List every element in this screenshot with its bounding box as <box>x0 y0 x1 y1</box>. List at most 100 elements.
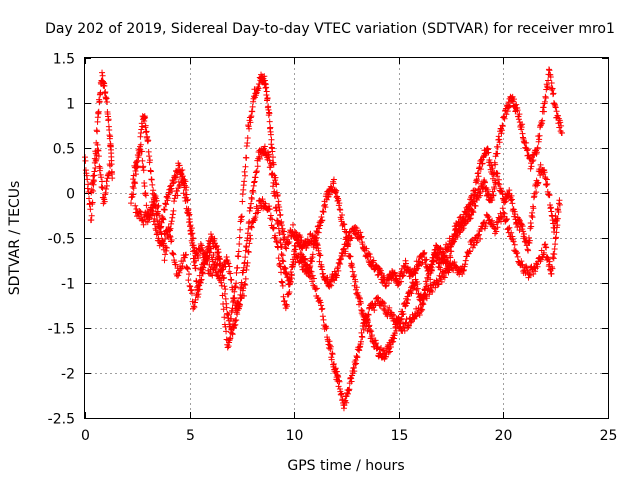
data-point-track-a <box>402 260 409 267</box>
data-point-track-c <box>186 271 193 278</box>
data-point-track-b <box>526 237 533 244</box>
data-point-track-c <box>279 282 286 289</box>
data-point-track-c <box>208 245 215 252</box>
data-points <box>82 66 565 412</box>
data-point-track-c <box>505 225 512 232</box>
data-point-track-a <box>348 234 355 241</box>
data-point-track-a <box>274 192 281 199</box>
data-point-track-c <box>266 203 273 210</box>
data-point-track-c <box>546 258 553 265</box>
data-point-track-b <box>454 233 461 240</box>
data-point-track-c <box>153 231 160 238</box>
data-point-track-b <box>280 258 287 265</box>
data-point-track-b <box>530 205 537 212</box>
data-point-track-a <box>101 82 108 89</box>
data-point-track-b <box>512 211 519 218</box>
data-point-track-c <box>478 225 485 232</box>
data-point-track-a <box>256 81 263 88</box>
data-point-track-b <box>136 152 143 159</box>
data-point-track-a <box>303 244 310 251</box>
data-point-track-c <box>162 235 169 242</box>
data-point-track-b <box>243 244 250 251</box>
data-point-track-c <box>200 260 207 267</box>
data-point-track-b <box>133 158 140 165</box>
data-point-track-b <box>345 241 352 248</box>
data-point-track-b <box>174 192 181 199</box>
data-point-track-b <box>386 348 393 355</box>
data-point-track-a <box>275 198 282 205</box>
data-point-track-b <box>460 225 467 232</box>
data-point-track-b <box>220 306 227 313</box>
data-point-track-a <box>549 85 556 92</box>
data-point-track-c <box>391 312 398 319</box>
data-point-track-a <box>541 108 548 115</box>
data-point-track-c <box>218 267 225 274</box>
data-point-track-a <box>528 163 535 170</box>
data-point-track-b <box>171 195 178 202</box>
data-point-track-b <box>130 176 137 183</box>
data-point-track-b <box>223 328 230 335</box>
data-point-track-b <box>533 189 540 196</box>
data-point-track-a <box>213 243 220 250</box>
data-point-track-b <box>139 157 146 164</box>
data-point-track-c <box>336 378 343 385</box>
data-point-track-c <box>429 288 436 295</box>
data-point-track-a <box>249 103 256 110</box>
data-point-track-c <box>98 174 105 181</box>
data-point-track-c <box>272 235 279 242</box>
data-point-track-c <box>280 293 287 300</box>
data-point-track-a <box>89 199 96 206</box>
data-point-track-a <box>281 234 288 241</box>
data-point-track-b <box>485 190 492 197</box>
data-point-track-b <box>248 196 255 203</box>
data-point-track-b <box>341 221 348 228</box>
data-point-track-a <box>222 286 229 293</box>
data-point-track-c <box>295 252 302 259</box>
data-point-track-b <box>408 290 415 297</box>
y-tick-label: -2 <box>61 367 75 383</box>
data-point-track-c <box>223 254 230 261</box>
data-point-track-c <box>196 282 203 289</box>
data-point-track-b <box>171 198 178 205</box>
data-point-track-c <box>252 214 259 221</box>
data-point-track-b <box>150 201 157 208</box>
data-point-track-a <box>365 250 372 257</box>
data-point-track-b <box>186 216 193 223</box>
data-point-track-c <box>101 198 108 205</box>
data-point-track-b <box>254 163 261 170</box>
data-point-track-a <box>192 265 199 272</box>
data-point-track-b <box>496 181 503 188</box>
data-point-track-c <box>241 280 248 287</box>
data-point-track-c <box>175 272 182 279</box>
data-point-track-b <box>170 207 177 214</box>
data-point-track-b <box>531 190 538 197</box>
data-point-track-a <box>485 149 492 156</box>
data-point-track-c <box>136 208 143 215</box>
data-point-track-c <box>285 291 292 298</box>
data-point-track-b <box>347 253 354 260</box>
data-point-track-c <box>466 247 473 254</box>
data-point-track-b <box>132 163 139 170</box>
data-point-track-c <box>416 311 423 318</box>
data-point-track-c <box>132 202 139 209</box>
data-point-track-b <box>169 214 176 221</box>
data-point-track-c <box>199 266 206 273</box>
data-point-track-b <box>542 175 549 182</box>
data-point-track-c <box>375 295 382 302</box>
data-point-track-b <box>336 200 343 207</box>
data-point-track-a <box>146 153 153 160</box>
data-point-track-b <box>190 235 197 242</box>
data-point-track-a <box>266 118 273 125</box>
data-point-track-a <box>221 283 228 290</box>
data-point-track-c <box>192 296 199 303</box>
data-point-track-a <box>264 94 271 101</box>
data-point-track-a <box>503 111 510 118</box>
data-point-track-c <box>269 216 276 223</box>
data-point-track-a <box>423 256 430 263</box>
data-point-track-c <box>184 265 191 272</box>
x-axis-label: GPS time / hours <box>287 458 404 474</box>
data-point-track-a <box>193 278 200 285</box>
data-point-track-b <box>163 247 170 254</box>
data-point-track-b <box>494 170 501 177</box>
data-point-track-c <box>313 285 320 292</box>
